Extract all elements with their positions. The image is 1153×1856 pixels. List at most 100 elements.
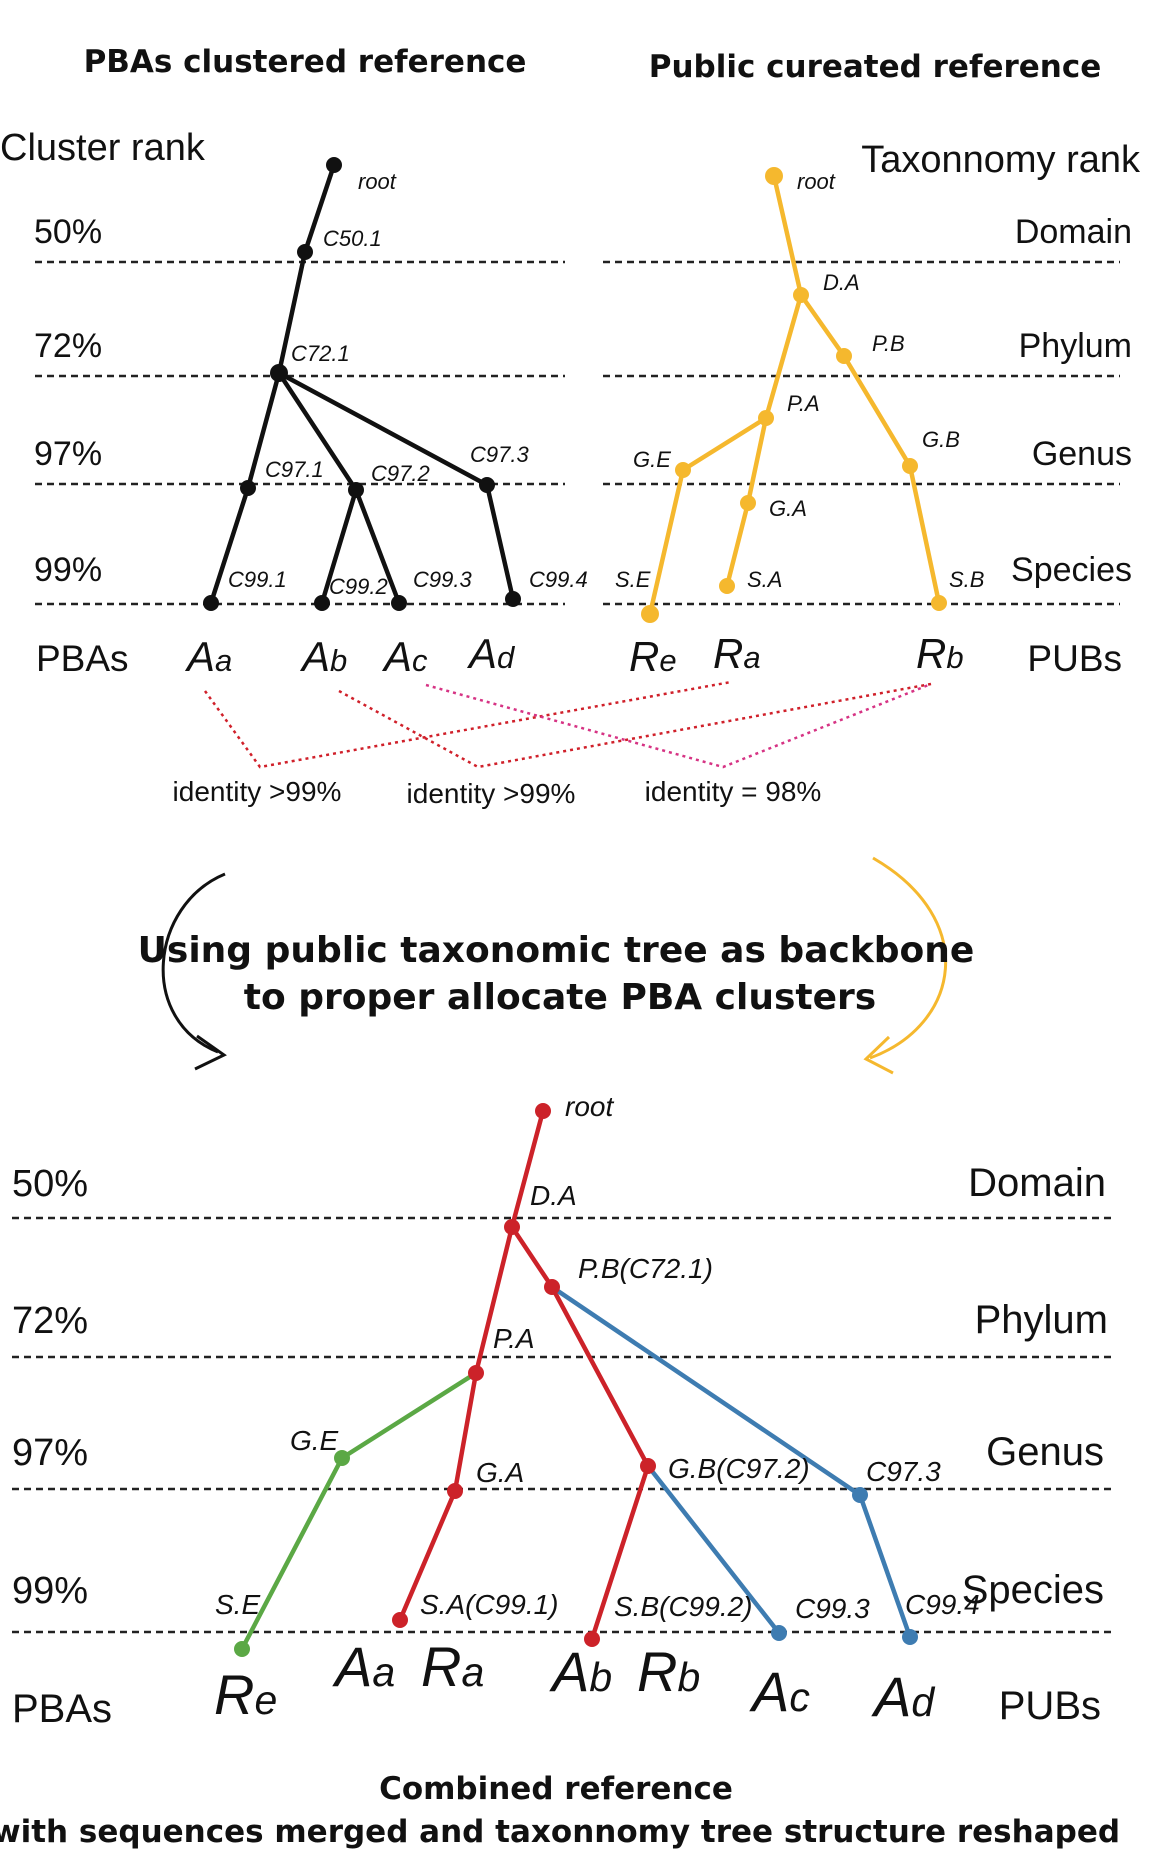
pba-cluster-nodes xyxy=(203,157,521,611)
public-taxonomy-tree xyxy=(647,173,942,617)
bottom-node-p-a xyxy=(468,1365,484,1381)
right-label-s-a: S.A xyxy=(747,567,782,592)
left-label-c50-1: C50.1 xyxy=(323,226,382,251)
left-node-c99-2 xyxy=(314,595,330,611)
top-leaf-ac: Ac xyxy=(381,633,428,680)
bottom-rank-genus: Genus xyxy=(986,1430,1104,1474)
identity-label-3: identity = 98% xyxy=(645,776,822,807)
identity-label-1: identity >99% xyxy=(173,776,342,807)
bottom-rank-species: Species xyxy=(962,1568,1104,1612)
bottom-node-c97-3 xyxy=(852,1487,868,1503)
right-label-s-e: S.E xyxy=(615,567,651,592)
top-leaf-ra: Ra xyxy=(713,630,761,677)
left-panel-title: PBAs clustered reference xyxy=(84,44,527,80)
right-label-d-a: D.A xyxy=(823,270,860,295)
top-leaf-aa: Aa xyxy=(184,633,232,680)
bottom-node-g-a xyxy=(447,1483,463,1499)
top-leaf-ad: Ad xyxy=(466,630,516,677)
bottom-label-g-e: G.E xyxy=(290,1425,339,1456)
left-label-c97-1: C97.1 xyxy=(265,457,324,482)
bottom-rank-99: 99% xyxy=(12,1570,88,1612)
bottom-leaf-ab: Ab xyxy=(549,1640,612,1703)
top-leaf-rb: Rb xyxy=(916,630,964,677)
right-node-root xyxy=(765,167,783,185)
orange-curved-arrow xyxy=(863,856,948,1075)
pba-cluster-tree xyxy=(208,162,516,606)
top-leaf-re: Re xyxy=(629,633,677,680)
top-rank-domain: Domain xyxy=(1015,213,1132,251)
left-label-c72-1: C72.1 xyxy=(291,341,350,366)
right-node-p-b xyxy=(836,348,852,364)
bottom-node-s-b xyxy=(584,1631,600,1647)
bottom-node-d-a xyxy=(504,1219,520,1235)
left-label-c99-2: C99.2 xyxy=(329,574,388,599)
top-row-pbas-label: PBAs xyxy=(36,638,129,679)
right-node-s-b xyxy=(931,595,947,611)
bottom-node-c99-3 xyxy=(771,1625,787,1641)
public-taxonomy-nodes xyxy=(641,167,947,623)
bottom-label-c99-3: C99.3 xyxy=(795,1593,870,1624)
left-node-c99-3 xyxy=(391,595,407,611)
bottom-node-root xyxy=(535,1103,551,1119)
black-curved-arrow xyxy=(161,872,227,1071)
right-node-s-a xyxy=(719,578,735,594)
bottom-rank-phylum: Phylum xyxy=(975,1298,1108,1342)
top-row-pubs-label: PUBs xyxy=(1027,638,1122,679)
combined-tree-green-branches xyxy=(239,1370,479,1652)
left-label-c99-1: C99.1 xyxy=(228,567,287,592)
bottom-label-p-a: P.A xyxy=(493,1323,535,1354)
combined-tree-red-branches xyxy=(397,1108,651,1642)
top-leaf-ab: Ab xyxy=(299,633,347,680)
bottom-label-d-a: D.A xyxy=(530,1180,577,1211)
top-right-rank-lines xyxy=(603,260,1120,606)
left-label-c99-4: C99.4 xyxy=(529,567,588,592)
right-label-root: root xyxy=(797,169,836,194)
bottom-label-s-a: S.A(C99.1) xyxy=(420,1589,559,1620)
left-node-root xyxy=(326,157,342,173)
right-node-d-a xyxy=(793,287,809,303)
bottom-row-pubs-label: PUBs xyxy=(999,1684,1101,1728)
identity-label-2: identity >99% xyxy=(407,778,576,809)
caption-line2: with sequences merged and taxonnomy tree… xyxy=(0,1814,1120,1850)
right-panel-title: Public cureated reference xyxy=(649,49,1102,85)
top-rank-phylum: Phylum xyxy=(1019,327,1132,365)
left-node-c50-1 xyxy=(297,244,313,260)
left-label-c99-3: C99.3 xyxy=(413,567,472,592)
bottom-leaf-re: Re xyxy=(214,1663,277,1726)
bottom-label-root: root xyxy=(565,1091,614,1122)
bottom-node-p-b xyxy=(544,1279,560,1295)
top-rank-99: 99% xyxy=(34,551,102,589)
right-label-g-e: G.E xyxy=(633,447,671,472)
left-label-root: root xyxy=(358,169,397,194)
right-node-g-a xyxy=(740,495,756,511)
bottom-leaf-ra: Ra xyxy=(421,1635,484,1698)
public-taxonomy-labels: root D.A P.B P.A G.E G.B G.A S.E S.A S.B xyxy=(615,169,984,592)
bottom-leaf-ac: Ac xyxy=(749,1660,810,1723)
bottom-leaf-ad: Ad xyxy=(871,1665,935,1728)
bottom-node-g-b xyxy=(640,1458,656,1474)
bottom-label-s-b: S.B(C99.2) xyxy=(614,1591,753,1622)
right-node-g-b xyxy=(902,458,918,474)
identity-connectors xyxy=(203,680,932,769)
cluster-rank-title: Cluster rank xyxy=(0,127,206,169)
pba-cluster-labels: root C50.1 C72.1 C97.1 C97.2 C97.3 C99.1… xyxy=(228,169,588,599)
right-label-g-b: G.B xyxy=(922,427,960,452)
bottom-label-c97-3: C97.3 xyxy=(866,1456,941,1487)
bottom-label-c99-4: C99.4 xyxy=(905,1589,980,1620)
bottom-rank-domain: Domain xyxy=(968,1161,1106,1205)
bottom-node-s-e xyxy=(234,1641,250,1657)
left-node-c97-1 xyxy=(240,480,256,496)
top-left-rank-lines xyxy=(35,260,565,606)
bottom-label-s-e: S.E xyxy=(215,1589,260,1620)
right-node-g-e xyxy=(675,462,691,478)
bottom-label-g-a: G.A xyxy=(476,1457,524,1488)
right-label-p-b: P.B xyxy=(872,331,905,356)
right-label-p-a: P.A xyxy=(787,391,820,416)
bottom-rank-lines xyxy=(12,1216,1112,1634)
right-label-s-b: S.B xyxy=(949,567,984,592)
right-label-g-a: G.A xyxy=(769,496,807,521)
bottom-label-g-b: G.B(C97.2) xyxy=(668,1453,810,1484)
bottom-node-s-a xyxy=(392,1612,408,1628)
left-node-c99-4 xyxy=(505,591,521,607)
